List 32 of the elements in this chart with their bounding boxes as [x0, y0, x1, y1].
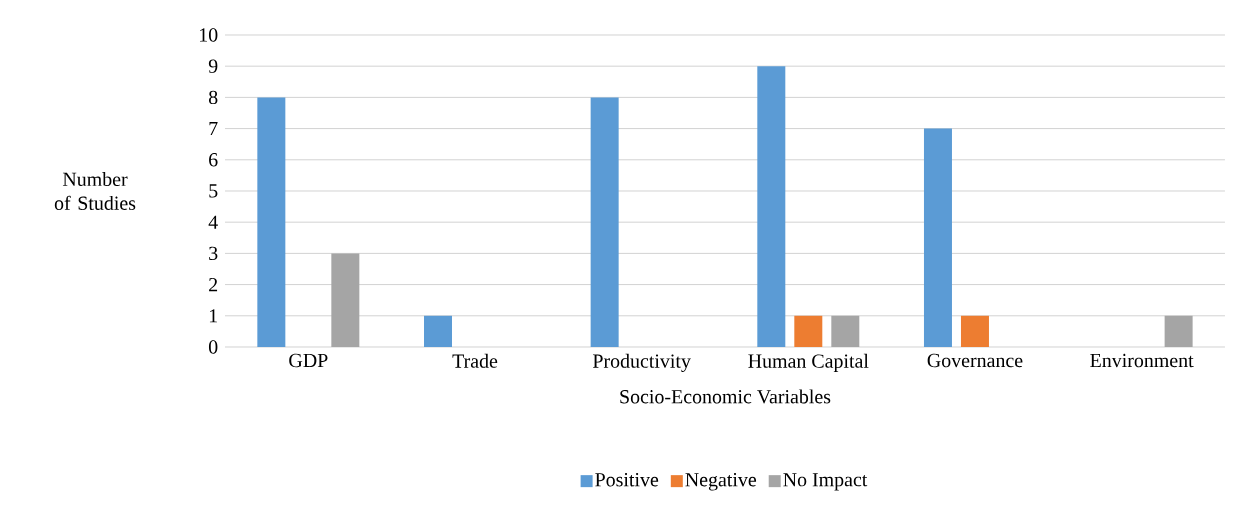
bar — [257, 97, 286, 347]
x-tick-label: Human Capital — [748, 353, 869, 372]
bar — [590, 97, 619, 347]
y-tick-label: 5 — [209, 184, 218, 198]
bar — [923, 128, 952, 347]
y-tick-label: 0 — [208, 340, 218, 354]
y-tick-label: 8 — [208, 90, 218, 105]
y-tick-label: 3 — [209, 246, 218, 261]
bar — [757, 66, 786, 347]
x-tick-label: Productivity — [592, 353, 691, 372]
y-tick-label: 6 — [209, 153, 218, 167]
x-axis-title: Socio-Economic Variables — [620, 389, 831, 404]
bar — [424, 315, 452, 347]
bar — [794, 315, 823, 347]
y-tick-label: 2 — [209, 278, 218, 292]
y-axis-title: Number of Studies — [54, 172, 136, 210]
y-tick-label: 4 — [208, 215, 218, 229]
x-tick-label: GDP — [289, 353, 328, 368]
legend-label: Negative — [685, 473, 757, 491]
y-tick-label: 10 — [199, 28, 218, 42]
y-tick-label: 1 — [209, 309, 217, 323]
y-tick-label: 7 — [209, 122, 218, 136]
legend-label: Positive — [595, 473, 659, 487]
legend-label: No Impact — [783, 473, 868, 491]
x-tick-label: Environment — [1090, 353, 1194, 368]
bar — [831, 315, 860, 347]
x-tick-label: Governance — [927, 353, 1023, 368]
bar — [960, 315, 989, 347]
y-tick-label: 9 — [208, 59, 218, 73]
bar — [1164, 315, 1193, 347]
bar — [331, 253, 360, 347]
x-tick-label: Trade — [452, 353, 498, 368]
